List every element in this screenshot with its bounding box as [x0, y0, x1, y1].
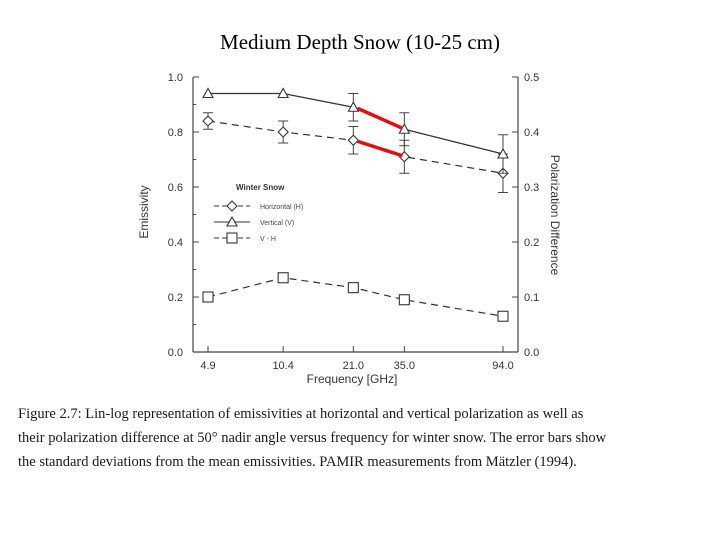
data-point — [277, 272, 289, 284]
series-diamond — [202, 112, 509, 193]
y2-tick-label: 0.5 — [524, 72, 539, 84]
data-point — [202, 87, 214, 99]
figure-caption: Figure 2.7: Lin-log representation of em… — [18, 402, 708, 474]
data-point — [202, 291, 214, 303]
legend-swatch-marker — [226, 215, 238, 227]
series-layer — [202, 87, 509, 322]
series-line — [207, 120, 504, 174]
red-highlight-segment — [356, 106, 404, 130]
emissivity-chart: 0.0 0.2 0.4 0.6 0.8 1.0 0.0 0.1 0.2 0.3 0.4 0.5 4.9 1… — [137, 72, 562, 386]
y2-tick-label: 0.0 — [524, 347, 539, 359]
legend-title: Winter Snow — [236, 183, 285, 192]
legend-item: Horizontal (H) — [214, 200, 303, 212]
data-point — [347, 282, 359, 294]
data-point — [277, 87, 290, 99]
caption-line-1: Figure 2.7: Lin-log representation of em… — [18, 406, 584, 422]
legend-label: Vertical (V) — [260, 220, 294, 227]
legend-swatch-marker — [226, 200, 238, 212]
series-line — [208, 92, 504, 155]
slide-title: Medium Depth Snow (10-25 cm) — [220, 30, 500, 54]
data-point — [497, 310, 509, 322]
legend-label: V - H — [260, 236, 276, 243]
y2-tick-label: 0.1 — [524, 292, 539, 304]
y-tick-label: 0.2 — [168, 292, 183, 304]
y-axis-label: Emissivity — [137, 185, 151, 238]
y2-tick-label: 0.4 — [524, 127, 539, 139]
x-axis-label: Frequency [GHz] — [307, 372, 398, 386]
x-tick-label: 10.4 — [272, 360, 293, 372]
legend-item: V - H — [214, 232, 276, 244]
y2-tick-label: 0.2 — [524, 237, 539, 249]
y-tick-label: 0.8 — [168, 127, 183, 139]
series-triangle — [202, 87, 509, 174]
legend-items: Horizontal (H) Vertical (V) V - H — [214, 200, 303, 244]
axes-layer: 0.0 0.2 0.4 0.6 0.8 1.0 0.0 0.1 0.2 0.3 0.4 0.5 4.9 1… — [168, 72, 540, 372]
data-point — [202, 115, 214, 127]
y2-axis-label: Polarization Difference — [548, 155, 562, 276]
series-square — [202, 272, 509, 322]
y-tick-label: 1.0 — [168, 72, 183, 84]
y2-tick-label: 0.3 — [524, 182, 539, 194]
data-point — [347, 101, 360, 112]
x-tick-label: 94.0 — [492, 360, 513, 372]
chart-legend: Winter Snow Horizontal (H) Vertical (V) V … — [214, 183, 303, 244]
x-tick-label: 35.0 — [394, 360, 415, 372]
caption-line-2: their polarization difference at 50° nad… — [18, 430, 607, 446]
legend-swatch-marker — [226, 232, 238, 244]
legend-item: Vertical (V) — [214, 215, 294, 227]
legend-label: Horizontal (H) — [260, 204, 303, 211]
caption-line-3: the standard deviations from the mean em… — [18, 454, 577, 470]
data-point — [277, 126, 289, 138]
y-tick-label: 0.6 — [168, 182, 183, 194]
highlight-overlay — [356, 106, 404, 158]
data-point — [497, 147, 509, 159]
y-tick-label: 0.4 — [168, 237, 183, 249]
data-point — [398, 294, 410, 306]
y-tick-label: 0.0 — [168, 347, 183, 359]
data-point — [347, 134, 360, 147]
x-tick-label: 21.0 — [343, 360, 364, 372]
red-highlight-segment — [356, 139, 403, 158]
x-tick-label: 4.9 — [200, 360, 215, 372]
